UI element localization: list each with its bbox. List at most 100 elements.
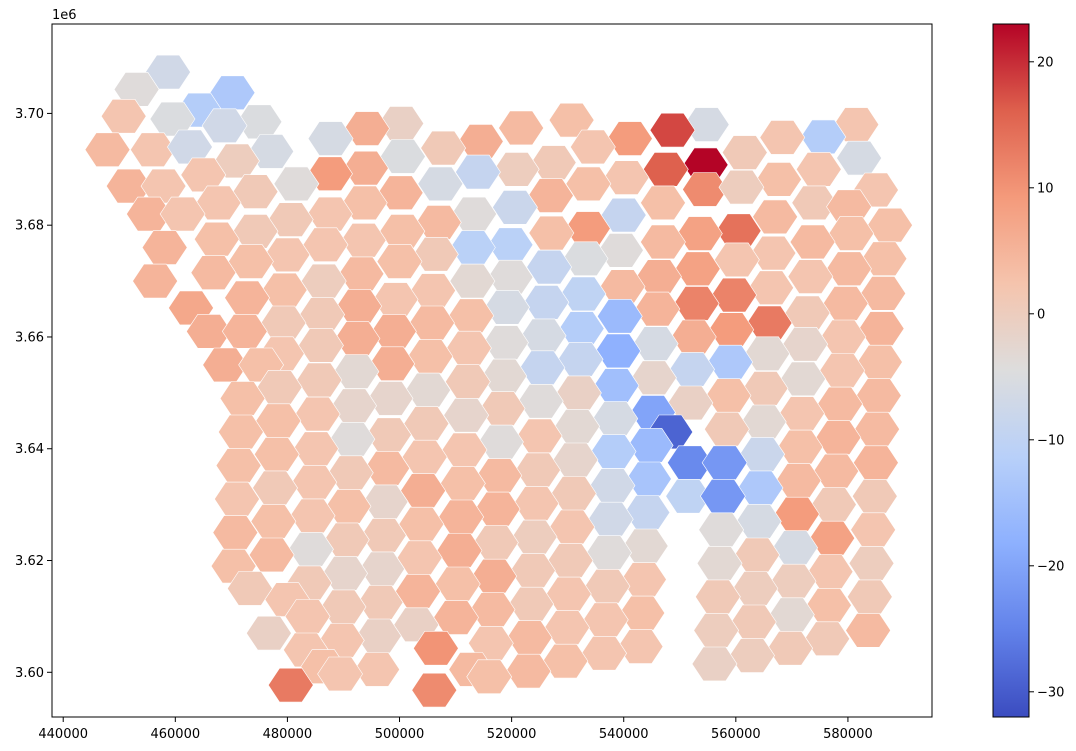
hex-cell	[730, 604, 777, 640]
colorbar	[992, 23, 1030, 718]
hex-cell	[159, 196, 206, 232]
hex-cell	[267, 667, 314, 703]
hex-cell	[550, 476, 597, 511]
hex-cell	[817, 386, 863, 422]
hex-cell	[434, 566, 481, 602]
hex-cell	[407, 339, 454, 374]
y-axis-offset-label: 1e6	[52, 8, 77, 23]
hex-cell	[867, 207, 913, 243]
hex-cell	[298, 328, 344, 363]
hex-cell	[750, 235, 797, 271]
hex-cell	[517, 383, 564, 419]
hex-cell	[445, 364, 491, 399]
hex-cell	[487, 227, 534, 263]
hex-cell	[632, 326, 679, 361]
hex-cell	[670, 319, 717, 355]
hex-cell	[789, 224, 836, 260]
hex-cell	[190, 255, 237, 291]
hex-cell	[780, 361, 826, 397]
hex-cell	[698, 512, 745, 548]
hex-cell	[261, 272, 308, 308]
hex-cell	[436, 533, 483, 568]
hex-cell	[264, 237, 311, 273]
hex-cell	[307, 121, 354, 156]
hex-cell	[253, 437, 300, 472]
hex-cell	[492, 190, 538, 225]
hex-cell	[631, 360, 677, 396]
hex-cell	[708, 312, 755, 348]
hex-cell	[405, 372, 451, 408]
hex-cell	[640, 224, 686, 260]
hex-cell	[511, 519, 558, 555]
hex-cell	[84, 132, 131, 167]
hex-cell	[367, 381, 414, 416]
hex-cell	[595, 333, 641, 369]
hex-cell	[506, 620, 553, 655]
y-tick-label: 3.62	[15, 554, 44, 569]
hex-cell	[209, 75, 256, 110]
hex-cell	[828, 216, 875, 251]
hex-cell	[621, 562, 667, 597]
x-tick-label: 440000	[38, 727, 88, 742]
hex-cell	[822, 286, 869, 321]
hex-cell	[784, 295, 831, 331]
hex-cell	[221, 314, 268, 349]
plot-frame	[51, 23, 933, 718]
hex-cell	[700, 478, 746, 514]
colorbar-tick-label: −20	[1037, 559, 1064, 574]
hex-cell	[554, 409, 601, 444]
hex-cell	[560, 276, 607, 312]
hex-cell	[438, 499, 485, 535]
colorbar-tick-label: 0	[1037, 307, 1045, 322]
hex-cell	[212, 515, 259, 550]
hex-cell	[740, 404, 787, 440]
hex-cell	[582, 602, 629, 638]
hex-cell	[457, 124, 504, 159]
hex-cell	[483, 325, 529, 360]
hex-cell	[746, 305, 793, 341]
hex-cell	[607, 121, 653, 156]
hex-cell	[593, 368, 640, 403]
hex-cell	[617, 629, 664, 664]
hex-cell	[443, 397, 490, 433]
hex-cell	[411, 672, 458, 708]
hex-cell	[113, 72, 160, 107]
hex-cell	[336, 288, 383, 324]
hex-cell	[589, 468, 636, 503]
hex-cell	[791, 185, 838, 221]
hex-cell	[530, 145, 577, 180]
hex-cell	[376, 244, 423, 279]
hex-cell	[853, 445, 899, 481]
hex-cell	[845, 613, 891, 648]
hex-cell	[466, 659, 513, 695]
x-axis: 440000 460000 480000 500000 520000 540000 5600…	[38, 717, 873, 742]
x-tick-label: 480000	[263, 727, 313, 742]
hex-cell	[479, 391, 526, 426]
hex-cell	[248, 537, 295, 573]
hex-cell	[440, 466, 486, 501]
hex-cell	[795, 152, 842, 187]
hex-cell	[779, 396, 825, 431]
hex-cell	[819, 353, 866, 388]
hex-cell	[649, 112, 696, 148]
hex-cells	[84, 54, 913, 708]
hex-cell	[634, 291, 681, 327]
hex-cell	[433, 600, 479, 635]
hex-cell	[487, 259, 534, 295]
hex-cell	[734, 537, 780, 573]
hex-cell	[777, 429, 824, 465]
hex-cell	[498, 110, 544, 146]
hex-cell	[752, 199, 798, 235]
hex-cell	[526, 249, 573, 285]
hex-cell	[299, 297, 346, 332]
hex-cell	[544, 610, 590, 645]
hex-cell	[584, 568, 631, 604]
hex-cell	[250, 504, 297, 539]
hex-cell	[626, 461, 672, 497]
hex-cell	[515, 452, 561, 488]
hex-cell	[520, 318, 567, 354]
hex-cell	[665, 478, 712, 514]
hex-cell	[371, 314, 417, 349]
hex-cell	[100, 99, 147, 134]
hex-cell	[744, 336, 791, 372]
